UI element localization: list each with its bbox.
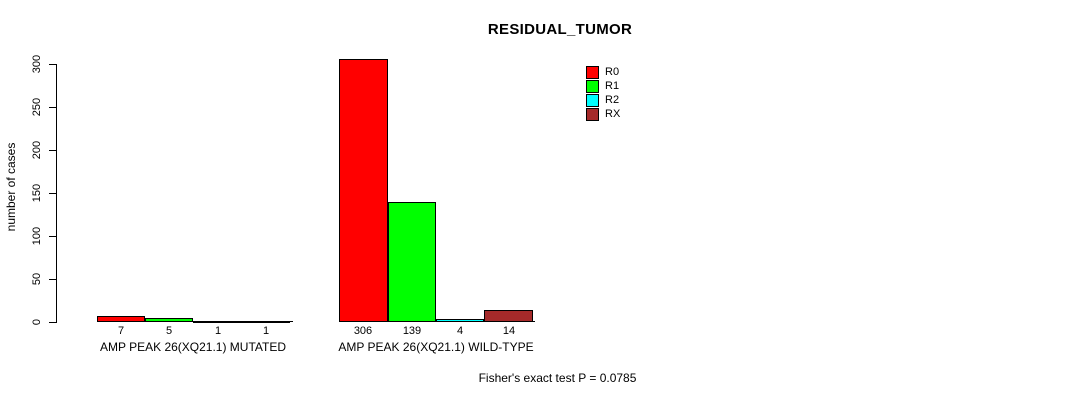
bar-r1-group1 xyxy=(145,318,193,322)
y-axis-line xyxy=(56,64,57,323)
legend-label: R1 xyxy=(605,80,620,92)
y-tick-label: 150 xyxy=(31,183,43,203)
bar-r0-group2 xyxy=(339,59,388,322)
legend-label: RX xyxy=(605,108,621,120)
legend-item-r2: R2 xyxy=(586,94,620,107)
y-tick-mark xyxy=(49,193,56,194)
legend-swatch-r1 xyxy=(586,80,599,93)
y-tick-mark xyxy=(49,236,56,237)
bar-value-label: 7 xyxy=(117,325,125,337)
bar-value-label: 1 xyxy=(262,325,270,337)
bar-value-label: 4 xyxy=(456,325,464,337)
legend-label: R0 xyxy=(605,66,620,78)
legend-swatch-r2 xyxy=(586,94,599,107)
y-tick-label: 250 xyxy=(31,97,43,117)
y-tick-label: 200 xyxy=(31,140,43,160)
bar-value-label: 306 xyxy=(353,325,373,337)
legend: R0 R1 R2 RX xyxy=(586,66,620,121)
y-tick-label: 50 xyxy=(31,272,43,286)
bar-r2-group1 xyxy=(193,321,242,323)
bar-rx-group2 xyxy=(484,310,533,322)
y-axis-title: number of cases xyxy=(4,142,18,232)
y-tick-mark xyxy=(49,107,56,108)
bar-r2-group2 xyxy=(436,319,484,322)
legend-swatch-rx xyxy=(586,108,599,121)
y-tick-label: 300 xyxy=(31,54,43,74)
legend-item-r1: R1 xyxy=(586,80,620,93)
annotation-text: Fisher's exact test P = 0.0785 xyxy=(478,371,637,385)
x-category-label: AMP PEAK 26(XQ21.1) MUTATED xyxy=(99,340,287,354)
bar-r1-group2 xyxy=(388,202,436,322)
y-tick-label: 100 xyxy=(31,226,43,246)
bar-rx-group1 xyxy=(242,321,290,323)
bar-value-label: 1 xyxy=(214,325,222,337)
bar-value-label: 5 xyxy=(165,325,173,337)
x-category-label: AMP PEAK 26(XQ21.1) WILD-TYPE xyxy=(338,340,534,354)
chart-title: RESIDUAL_TUMOR xyxy=(487,21,633,38)
bar-value-label: 139 xyxy=(402,325,422,337)
bar-r0-group1 xyxy=(97,316,145,322)
y-tick-mark xyxy=(49,150,56,151)
y-tick-mark xyxy=(49,322,56,323)
y-tick-mark xyxy=(49,279,56,280)
y-tick-label: 0 xyxy=(31,318,43,326)
legend-label: R2 xyxy=(605,94,620,106)
legend-item-rx: RX xyxy=(586,108,620,121)
bar-value-label: 14 xyxy=(502,325,516,337)
legend-swatch-r0 xyxy=(586,66,599,79)
legend-item-r0: R0 xyxy=(586,66,620,79)
y-tick-mark xyxy=(49,64,56,65)
